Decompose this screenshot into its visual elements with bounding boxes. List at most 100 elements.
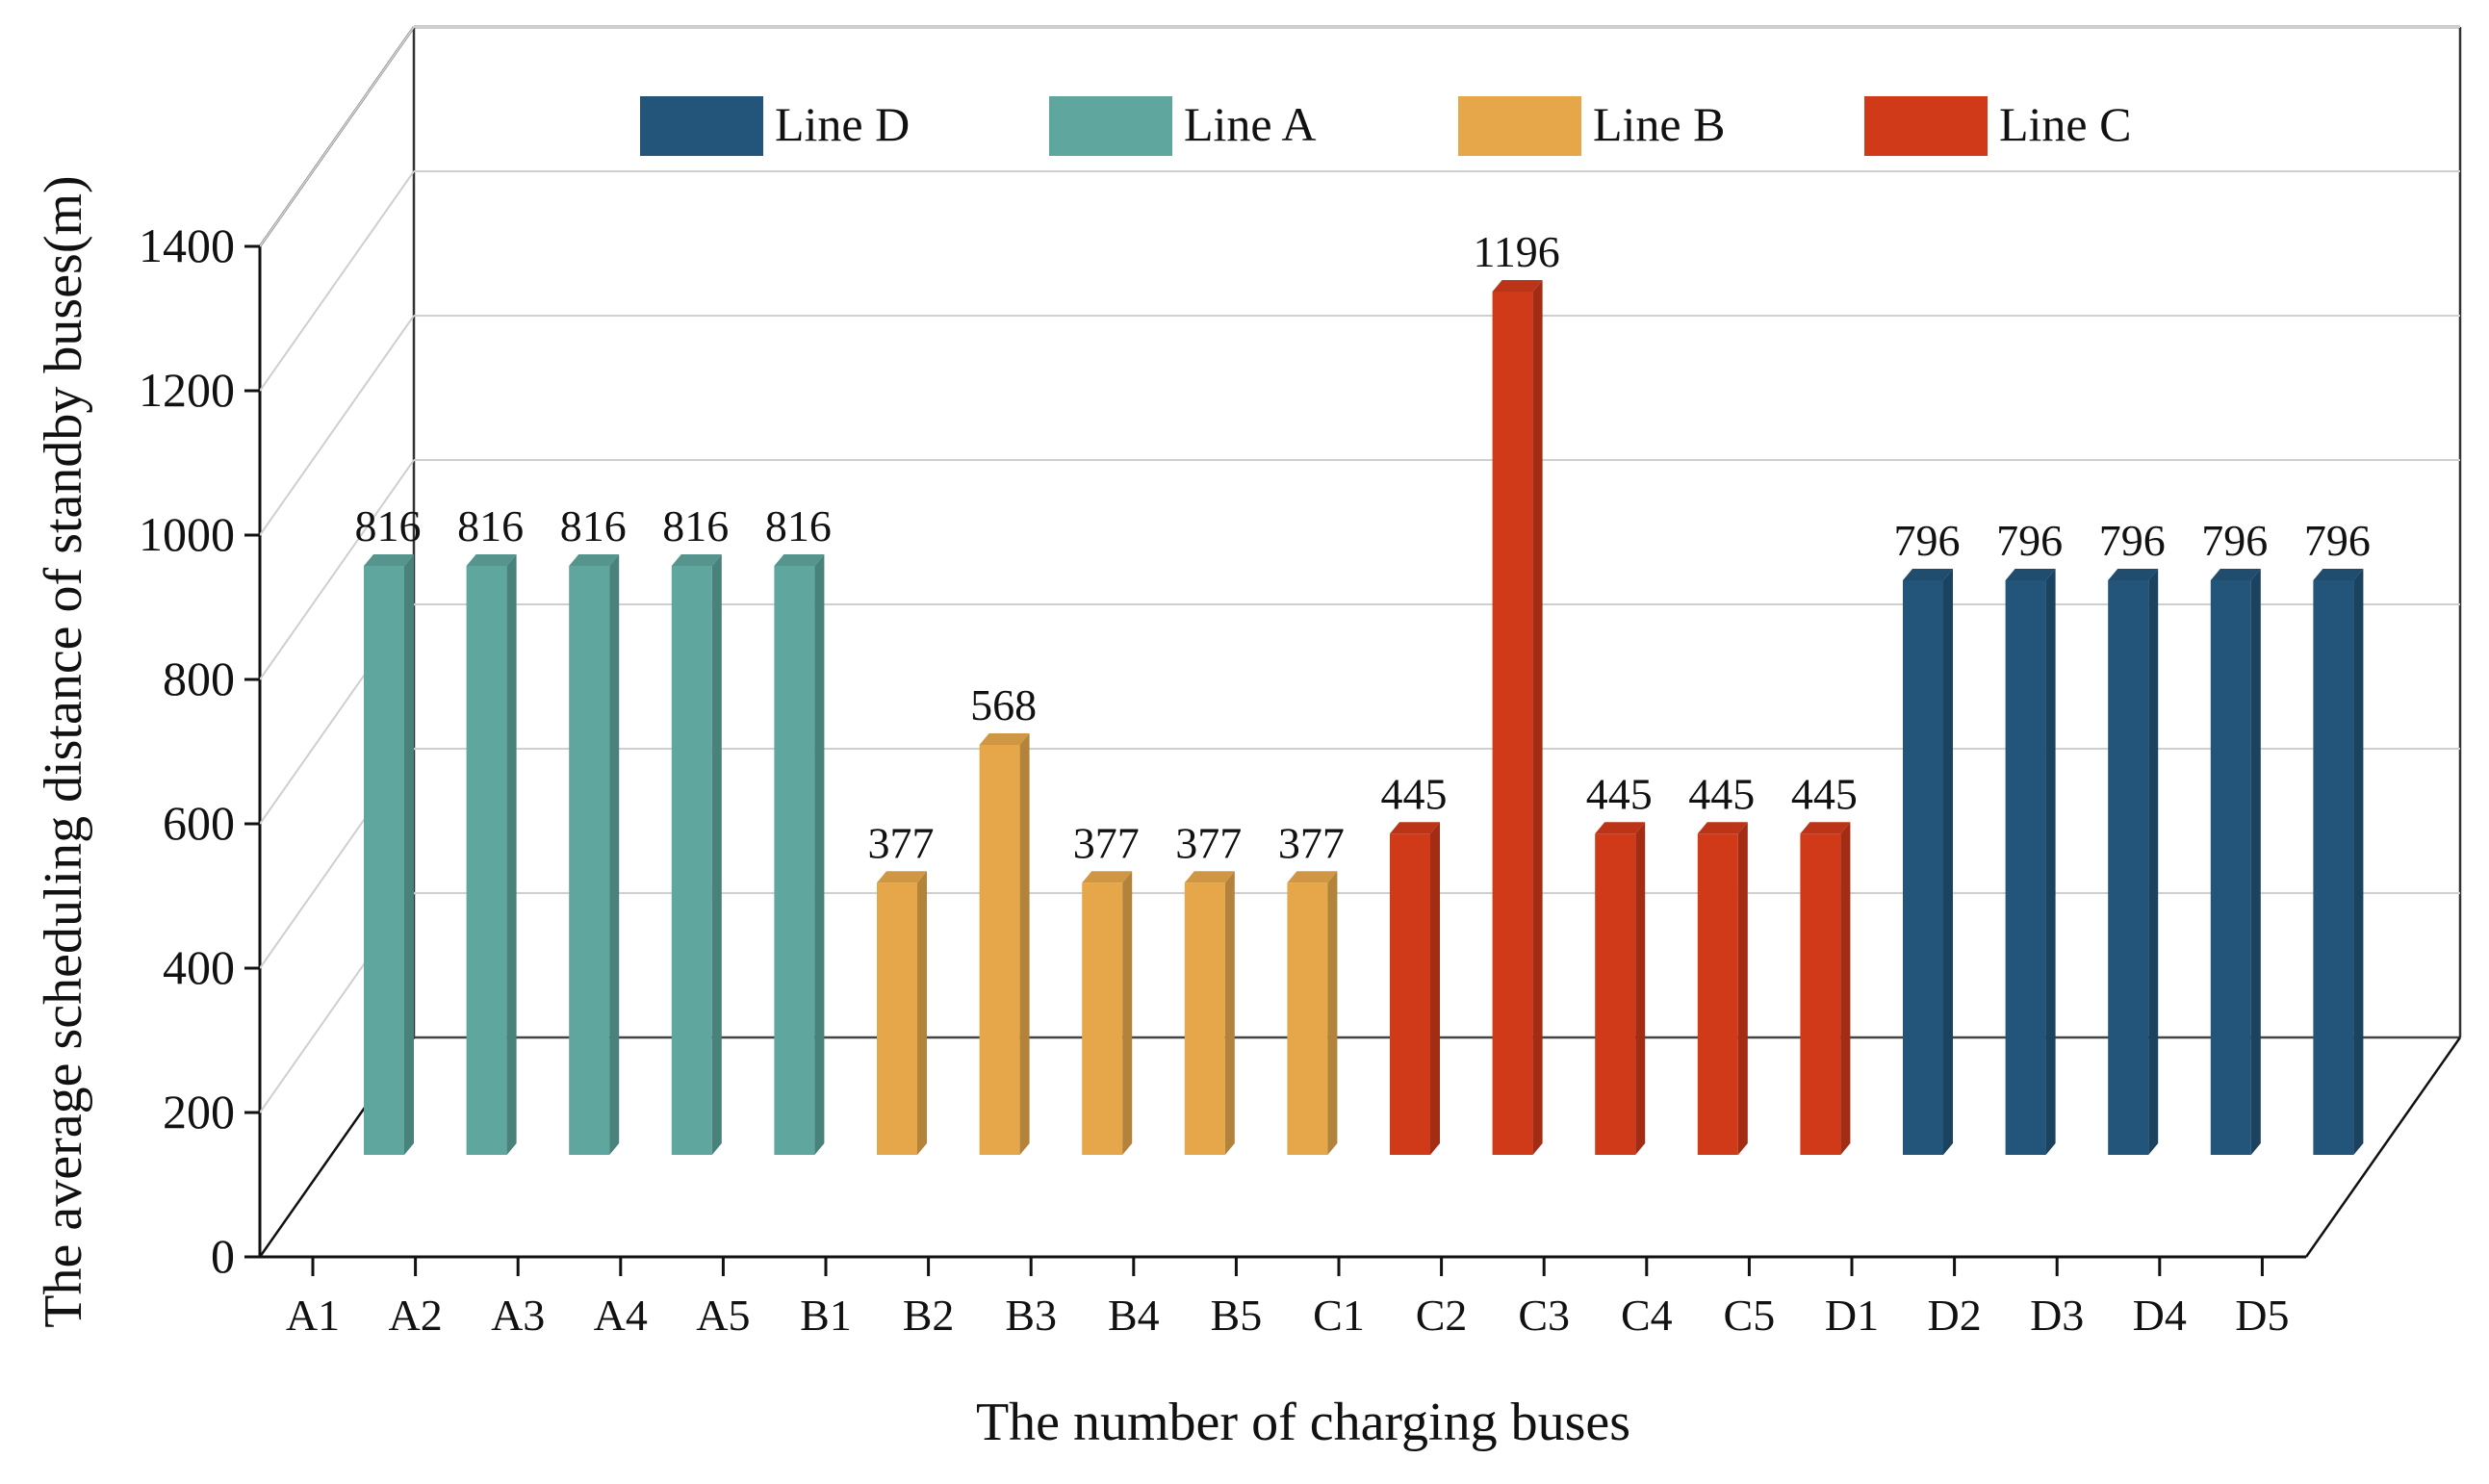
legend-item-line-a: Line A <box>1049 96 1316 156</box>
bar-b2 <box>979 733 1030 1155</box>
bar-front <box>1184 883 1225 1155</box>
bar-front <box>774 566 815 1155</box>
data-label-b1: 377 <box>868 818 935 867</box>
legend-swatch <box>1458 96 1581 156</box>
x-tick-label-a5: A5 <box>696 1291 750 1340</box>
x-tick-label-d3: D3 <box>2030 1291 2084 1340</box>
bar-front <box>2108 580 2149 1155</box>
bar-top <box>569 554 620 566</box>
y-tick-label: 800 <box>163 652 235 705</box>
gridline-diagonal <box>259 170 415 392</box>
bar-front <box>2005 580 2046 1155</box>
bar-side <box>506 554 517 1155</box>
bar-side <box>1224 871 1235 1155</box>
bar-front <box>1697 833 1738 1155</box>
bar-top <box>2313 569 2364 580</box>
bar-side <box>2045 569 2056 1155</box>
bar-d1 <box>1903 569 1953 1155</box>
x-tick-label-d2: D2 <box>1927 1291 1981 1340</box>
y-tick-label: 1400 <box>139 218 235 272</box>
bar-top <box>2108 569 2159 580</box>
y-tick-label: 400 <box>163 940 235 994</box>
bar-a1 <box>364 554 414 1155</box>
legend-label: Line A <box>1184 97 1316 151</box>
data-label-b4: 377 <box>1175 818 1242 867</box>
bar-front <box>364 566 404 1155</box>
bar-top <box>1800 822 1851 834</box>
y-tick-label: 600 <box>163 796 235 850</box>
bar-d2 <box>2005 569 2056 1155</box>
bar-b5 <box>1287 871 1338 1155</box>
x-tick-label-d1: D1 <box>1825 1291 1879 1340</box>
floor-right-edge <box>2304 1036 2462 1258</box>
x-tick-label-c3: C3 <box>1518 1291 1570 1340</box>
bar-a3 <box>569 554 620 1155</box>
bar-a5 <box>774 554 825 1155</box>
y-tick-label: 200 <box>163 1085 235 1139</box>
data-label-c1: 445 <box>1381 769 1448 818</box>
data-label-c2: 1196 <box>1473 227 1559 276</box>
bar-side <box>1943 569 1953 1155</box>
bar-side <box>2250 569 2261 1155</box>
bar-side <box>1840 822 1851 1155</box>
data-label-c4: 445 <box>1688 769 1755 818</box>
y-axis-ticks: 0 200 400 600 800 1000 1200 1400 <box>139 218 260 1283</box>
data-label-d3: 796 <box>2099 516 2166 565</box>
x-tick-label-a4: A4 <box>594 1291 648 1340</box>
bar-side <box>609 554 620 1155</box>
data-label-b5: 377 <box>1278 818 1345 867</box>
x-tick-label-c4: C4 <box>1621 1291 1673 1340</box>
x-tick-label-b5: B5 <box>1211 1291 1263 1340</box>
data-label-d1: 796 <box>1894 516 1961 565</box>
bar-top <box>774 554 825 566</box>
bar-b4 <box>1184 871 1235 1155</box>
x-axis-title: The number of charging buses <box>976 1393 1630 1452</box>
bar-c3 <box>1595 822 1646 1155</box>
bar-c4 <box>1697 822 1748 1155</box>
bar-front <box>671 566 712 1155</box>
data-label-c5: 445 <box>1791 769 1858 818</box>
bar-b1 <box>877 871 927 1155</box>
legend-item-line-b: Line B <box>1458 96 1725 156</box>
bar-side <box>2148 569 2159 1155</box>
bar-a2 <box>466 554 517 1155</box>
bar-top <box>2210 569 2261 580</box>
bar-front <box>1800 833 1841 1155</box>
x-tick-label-c1: C1 <box>1313 1291 1365 1340</box>
bar-top <box>1595 822 1646 834</box>
data-labels: 816 816 816 816 816 377 568 377 377 377 445 1196 445… <box>355 227 2371 867</box>
bar-top <box>671 554 722 566</box>
data-label-a1: 816 <box>355 501 422 550</box>
bar-front <box>979 745 1020 1155</box>
data-label-a3: 816 <box>560 501 627 550</box>
bar-front <box>2313 580 2354 1155</box>
y-tick-label: 1200 <box>139 363 235 417</box>
gridline-diagonal <box>259 315 415 536</box>
y-tick-label: 0 <box>211 1229 235 1283</box>
bar-d4 <box>2210 569 2261 1155</box>
bar-top <box>877 871 927 883</box>
data-label-a5: 816 <box>765 501 832 550</box>
x-tick-label-b1: B1 <box>800 1291 852 1340</box>
bar-side <box>814 554 825 1155</box>
data-label-b2: 568 <box>970 680 1037 729</box>
legend-label: Line C <box>1999 97 2131 151</box>
gridline-diagonal <box>259 26 415 247</box>
bar-top <box>979 733 1030 745</box>
data-label-a2: 816 <box>457 501 524 550</box>
bar-d5 <box>2313 569 2364 1155</box>
bar-a4 <box>671 554 722 1155</box>
gridline-diagonal <box>259 459 415 680</box>
legend-label: Line D <box>775 97 910 151</box>
bar-top <box>364 554 414 566</box>
bar-front <box>1082 883 1123 1155</box>
bar-side <box>1019 733 1030 1155</box>
data-label-a4: 816 <box>662 501 729 550</box>
x-tick-label-b4: B4 <box>1108 1291 1160 1340</box>
bar-side <box>711 554 722 1155</box>
bar-top <box>466 554 517 566</box>
y-axis-title: The average scheduling distance of stand… <box>34 175 93 1327</box>
bar-top <box>1492 280 1543 292</box>
bar-front <box>1492 292 1533 1155</box>
